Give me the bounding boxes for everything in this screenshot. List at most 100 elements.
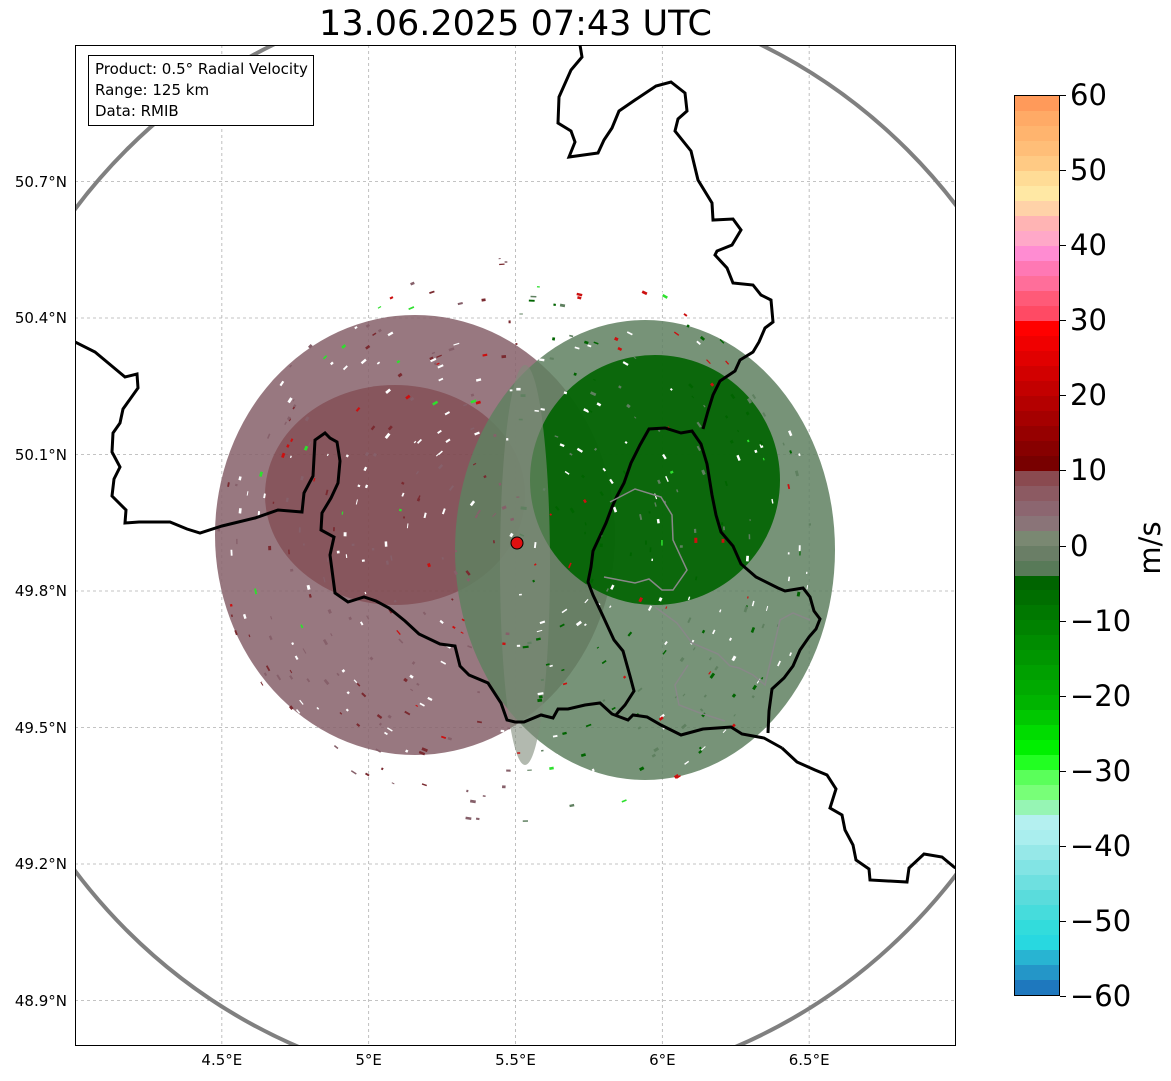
echo-speckle (325, 489, 329, 496)
colorbar-segment (1015, 140, 1059, 156)
echo-speckle (576, 292, 583, 297)
echo-speckle (724, 480, 728, 487)
echo-speckle (246, 491, 249, 496)
echo-speckle (708, 657, 712, 661)
echo-speckle (606, 588, 610, 592)
echo-speckle (386, 727, 393, 732)
colorbar-segment (1015, 590, 1059, 606)
echo-speckle (599, 543, 603, 548)
echo-speckle (482, 795, 486, 797)
echo-speckle (536, 286, 540, 288)
echo-speckle (356, 723, 361, 727)
colorbar-segment (1015, 380, 1059, 396)
echo-speckle (518, 418, 523, 421)
colorbar-segment (1015, 620, 1059, 636)
echo-speckle (537, 698, 543, 703)
echo-speckle (378, 722, 382, 726)
echo-speckle (333, 745, 339, 750)
echo-speckle (545, 663, 550, 666)
echo-speckle (502, 785, 506, 789)
echo-speckle (728, 637, 733, 642)
echo-speckle (651, 558, 654, 562)
echo-speckle (359, 621, 364, 626)
echo-speckle (276, 674, 282, 681)
echo-speckle (541, 749, 544, 752)
info-range: Range: 125 km (95, 81, 210, 99)
echo-speckle (345, 554, 348, 558)
echo-speckle (750, 626, 756, 633)
echo-speckle (293, 404, 297, 408)
echo-speckle (593, 447, 598, 451)
lat-tick-label: 49.5°N (14, 718, 67, 737)
echo-speckle (493, 281, 498, 283)
echo-speckle (587, 409, 593, 413)
echo-speckle (571, 260, 576, 264)
colorbar-segment (1015, 395, 1059, 411)
echo-speckle (737, 429, 740, 433)
echo-speckle (720, 522, 724, 526)
echo-speckle (303, 445, 309, 451)
echo-speckle (348, 616, 353, 621)
colorbar-tick (1060, 920, 1066, 922)
colorbar-tick (1060, 620, 1066, 622)
echo-speckle (380, 767, 384, 771)
colorbar-tick-label: 40 (1070, 228, 1107, 263)
echo-speckle (719, 609, 722, 613)
echo-speckle (782, 442, 785, 446)
echo-speckle (651, 753, 656, 758)
echo-speckle (323, 576, 326, 583)
echo-speckle (540, 407, 545, 411)
echo-speckle (657, 429, 661, 433)
echo-speckle (561, 668, 565, 672)
echo-speckle (501, 738, 505, 741)
echo-speckle (355, 406, 361, 412)
echo-speckle (787, 483, 791, 490)
echo-speckle (701, 629, 706, 634)
colorbar-segment (1015, 755, 1059, 771)
echo-speckle (289, 455, 292, 459)
echo-speckle (647, 605, 653, 611)
echo-speckle (683, 313, 688, 317)
echo-speckle (569, 507, 575, 514)
echo-speckle (654, 502, 657, 507)
echo-speckle (554, 435, 559, 438)
colorbar-segment (1015, 155, 1059, 171)
echo-speckle (708, 671, 712, 675)
colorbar-segment (1015, 665, 1059, 681)
echo-speckle (799, 549, 801, 556)
echo-speckle (591, 768, 595, 772)
echo-speckle (371, 547, 375, 551)
echo-speckle (452, 625, 456, 629)
echo-speckle (626, 331, 633, 336)
echo-speckle (573, 372, 577, 376)
colorbar-segment (1015, 515, 1059, 531)
echo-speckle (415, 470, 419, 475)
colorbar-segment (1015, 950, 1059, 966)
echo-speckle (498, 258, 501, 260)
echo-speckle (724, 415, 729, 419)
echo-speckle (681, 723, 687, 730)
echo-speckle (538, 695, 543, 699)
echo-speckle (510, 517, 515, 522)
echo-speckle (416, 497, 421, 502)
echo-speckle (365, 323, 370, 328)
echo-speckle (612, 506, 618, 513)
echo-speckle (267, 433, 271, 439)
echo-speckle (445, 438, 451, 444)
colorbar-segment (1015, 245, 1059, 261)
echo-speckle (447, 736, 453, 741)
echo-speckle (730, 393, 736, 400)
colorbar-segment (1015, 860, 1059, 876)
echo-speckle (614, 336, 619, 342)
echo-speckle (291, 642, 295, 646)
echo-speckle (429, 356, 434, 361)
echo-speckle (703, 694, 707, 698)
echo-speckle (752, 684, 758, 691)
echo-speckle (492, 795, 496, 799)
colorbar-tick-label: 50 (1070, 153, 1107, 188)
echo-speckle (370, 425, 376, 431)
echo-speckle (470, 393, 475, 397)
colorbar-tick (1060, 845, 1066, 847)
echo-speckle (731, 655, 737, 662)
echo-speckle (453, 570, 458, 576)
